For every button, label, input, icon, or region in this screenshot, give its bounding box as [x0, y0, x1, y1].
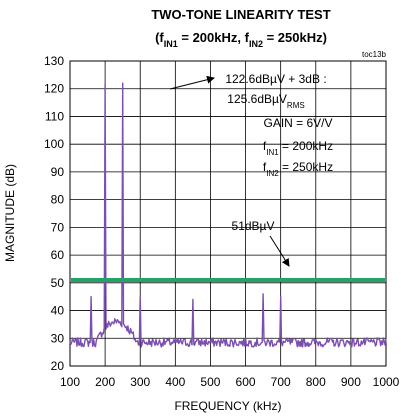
- fin2-annotation: fIN2 = 250kHz: [263, 160, 333, 178]
- fin1-suffix: = 200kHz: [279, 139, 333, 153]
- x-tick-label: 300: [130, 375, 150, 389]
- fin2-suffix: = 250kHz: [279, 160, 333, 174]
- x-tick-label: 100: [60, 375, 80, 389]
- y-tick-labels: 20 30 40 50 60 70 80 90 100 110 120 130: [44, 54, 64, 373]
- x-tick-label: 500: [200, 375, 220, 389]
- x-tick-label: 1000: [373, 375, 400, 389]
- title-sub1: IN1: [164, 39, 178, 49]
- x-tick-label: 900: [341, 375, 361, 389]
- peak-annotation-main: 125.6dBµV: [227, 92, 287, 106]
- y-tick-label: 70: [51, 220, 65, 234]
- peak-annotation-line1: 122.6dBµV + 3dB :: [225, 72, 326, 86]
- y-tick-label: 90: [51, 165, 65, 179]
- threshold-annotation: 51dBµV: [232, 219, 275, 233]
- x-tick-labels: 100 200 300 400 500 600 700 800 900 1000: [60, 375, 400, 389]
- y-tick-label: 20: [51, 359, 65, 373]
- fin1-sub: IN1: [266, 148, 279, 157]
- y-tick-label: 100: [44, 137, 64, 151]
- figure-code: toc13b: [362, 50, 387, 59]
- chart-title-line2: (fIN1 = 200kHz, fIN2 = 250kHz): [155, 30, 327, 49]
- y-tick-label: 50: [51, 276, 65, 290]
- y-tick-label: 120: [44, 82, 64, 96]
- chart-title-line1: TWO-TONE LINEARITY TEST: [151, 7, 330, 22]
- title-open: (f: [155, 30, 164, 45]
- peak-annotation-sub: RMS: [287, 101, 305, 110]
- spectrum-trace: [69, 82, 387, 348]
- title-sub2: IN2: [249, 39, 263, 49]
- y-tick-label: 40: [51, 304, 65, 318]
- peak-annotation-line2: 125.6dBµVRMS: [227, 92, 304, 110]
- gain-annotation: GAIN = 6V/V: [263, 116, 332, 130]
- y-axis-label: MAGNITUDE (dB): [3, 164, 17, 262]
- x-axis-label: FREQUENCY (kHz): [174, 399, 281, 413]
- fin1-annotation: fIN1 = 200kHz: [263, 139, 333, 157]
- y-tick-label: 60: [51, 248, 65, 262]
- y-tick-label: 80: [51, 193, 65, 207]
- title-close: = 250kHz): [263, 30, 327, 45]
- peak-arrow: [169, 75, 215, 90]
- x-tick-label: 200: [95, 375, 115, 389]
- fin1-prefix: f: [263, 139, 267, 153]
- y-tick-label: 110: [45, 109, 64, 123]
- grid: [70, 61, 386, 366]
- x-tick-label: 700: [271, 375, 291, 389]
- plot-frame: [69, 60, 387, 367]
- fin2-prefix: f: [263, 160, 267, 174]
- x-tick-label: 600: [236, 375, 256, 389]
- title-mid: = 200kHz, f: [178, 30, 250, 45]
- x-tick-label: 400: [165, 375, 185, 389]
- y-tick-label: 130: [44, 54, 64, 68]
- y-tick-label: 30: [51, 331, 65, 345]
- fin2-sub: IN2: [266, 169, 279, 178]
- x-tick-label: 800: [306, 375, 326, 389]
- threshold-arrow: [269, 235, 290, 267]
